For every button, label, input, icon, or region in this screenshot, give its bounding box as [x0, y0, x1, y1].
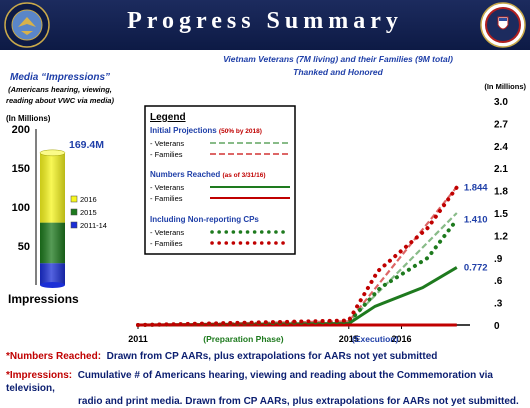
media-chart-subtitle-line-2: reading about VWC via media) [6, 96, 114, 105]
media-y-axis: 200 150 100 50 [12, 124, 37, 285]
media-bar-stack [39, 149, 66, 288]
main-y-tick-label: 2.7 [494, 119, 508, 130]
legend-group-nonreporting: Including Non-reporting CPs [150, 215, 259, 224]
media-bar-shading [40, 152, 65, 223]
main-chart-subtitle: Thanked and Honored [293, 67, 384, 77]
media-legend-swatch [70, 208, 78, 216]
media-chart-title: Media “Impressions” [10, 72, 110, 83]
page-title: Progress Summary [127, 8, 403, 34]
media-legend-label: 2011-14 [80, 221, 107, 230]
media-bar-base [40, 282, 65, 288]
series-numbers-reached-veterans [137, 266, 458, 327]
main-annotations: 1.844 1.410 0.772 [464, 182, 488, 273]
media-legend: 2016 2015 2011-14 [70, 195, 107, 230]
main-y-tick-label: 1.5 [494, 209, 508, 220]
footnote-impressions-text-2: radio and print media. Drawn from CP AAR… [78, 396, 519, 407]
footnote-numbers-reached: *Numbers Reached: Drawn from CP AARs, pl… [6, 351, 437, 362]
main-y-tick-label: 2.1 [494, 164, 508, 175]
dod-seal-icon [4, 2, 50, 48]
annotation-families-total: 1.844 [464, 182, 488, 193]
main-y-tick-label: 0 [494, 321, 500, 332]
media-total-label: 169.4M [69, 139, 104, 151]
media-legend-swatch [70, 221, 78, 229]
main-y-tick-label: 1.8 [494, 187, 508, 198]
header-bar: Progress Summary [0, 0, 530, 50]
legend-group-initial: Initial Projections (50% by 2018) [150, 126, 262, 135]
series-including-non-reporting-cps-families [136, 185, 459, 327]
main-y-tick-label: 3.0 [494, 97, 508, 108]
main-y-tick-label: .6 [494, 276, 503, 287]
legend-reached-veterans: - Veterans [150, 183, 184, 192]
legend-box [144, 105, 296, 255]
main-y-tick-label: .3 [494, 299, 503, 310]
media-x-axis-label: Impressions [8, 292, 79, 306]
media-legend-swatch [70, 195, 78, 203]
commemoration-seal-icon [480, 2, 526, 48]
phase-label-preparation: (Preparation Phase) [203, 334, 283, 344]
chart-area: Media “Impressions” (Americans hearing, … [6, 54, 526, 344]
phase-label-execution: (Execution) [352, 334, 398, 344]
main-series [136, 185, 459, 327]
footnote-impressions-label: *Impressions: [6, 370, 73, 381]
main-x-tick-label: 2011 [128, 334, 148, 344]
media-legend-label: 2015 [80, 208, 97, 217]
media-y-tick-label: 50 [18, 241, 30, 253]
main-y-tick-label: .9 [494, 254, 503, 265]
annotation-veterans-reached: 0.772 [464, 262, 488, 273]
legend-title: Legend [150, 112, 186, 123]
legend-nonreporting-families: - Families [150, 239, 183, 248]
legend-reached-families: - Families [150, 194, 183, 203]
annotation-veterans-total: 1.410 [464, 215, 488, 226]
main-y-axis-label: (In Millions) [484, 82, 526, 91]
media-bar-cap [39, 149, 66, 157]
legend-initial-families: - Families [150, 150, 183, 159]
media-chart-subtitle-line-1: (Americans hearing, viewing, [8, 85, 112, 94]
main-chart-title: Vietnam Veterans (7M living) and their F… [223, 54, 453, 64]
media-legend-label: 2016 [80, 195, 97, 204]
footnote-numbers-label: *Numbers Reached: [6, 351, 102, 362]
main-y-tick-label: 1.2 [494, 231, 508, 242]
media-bar-shading [40, 222, 65, 264]
footnote-impressions: *Impressions: Cumulative # of Americans … [6, 369, 526, 408]
legend-initial-veterans: - Veterans [150, 139, 184, 148]
main-x-tick-label: 2016 [391, 334, 411, 344]
media-y-tick-label: 100 [12, 202, 30, 214]
media-y-tick-label: 200 [12, 124, 30, 136]
footnote-numbers-text: Drawn from CP AARs, plus extrapolations … [106, 351, 438, 362]
legend-nonreporting-veterans: - Veterans [150, 228, 184, 237]
media-y-axis-label: (In Millions) [6, 114, 51, 123]
footnote-impressions-text-1: Cumulative # of Americans hearing, viewi… [6, 370, 493, 394]
media-y-tick-label: 150 [12, 163, 30, 175]
legend-group-reached: Numbers Reached (as of 3/31/16) [150, 170, 265, 179]
main-x-tick-label: 2015 [339, 334, 359, 344]
main-legend: Legend Initial Projections (50% by 2018)… [144, 105, 296, 255]
main-y-tick-label: 2.4 [494, 142, 508, 153]
media-bar-shading [40, 263, 65, 285]
